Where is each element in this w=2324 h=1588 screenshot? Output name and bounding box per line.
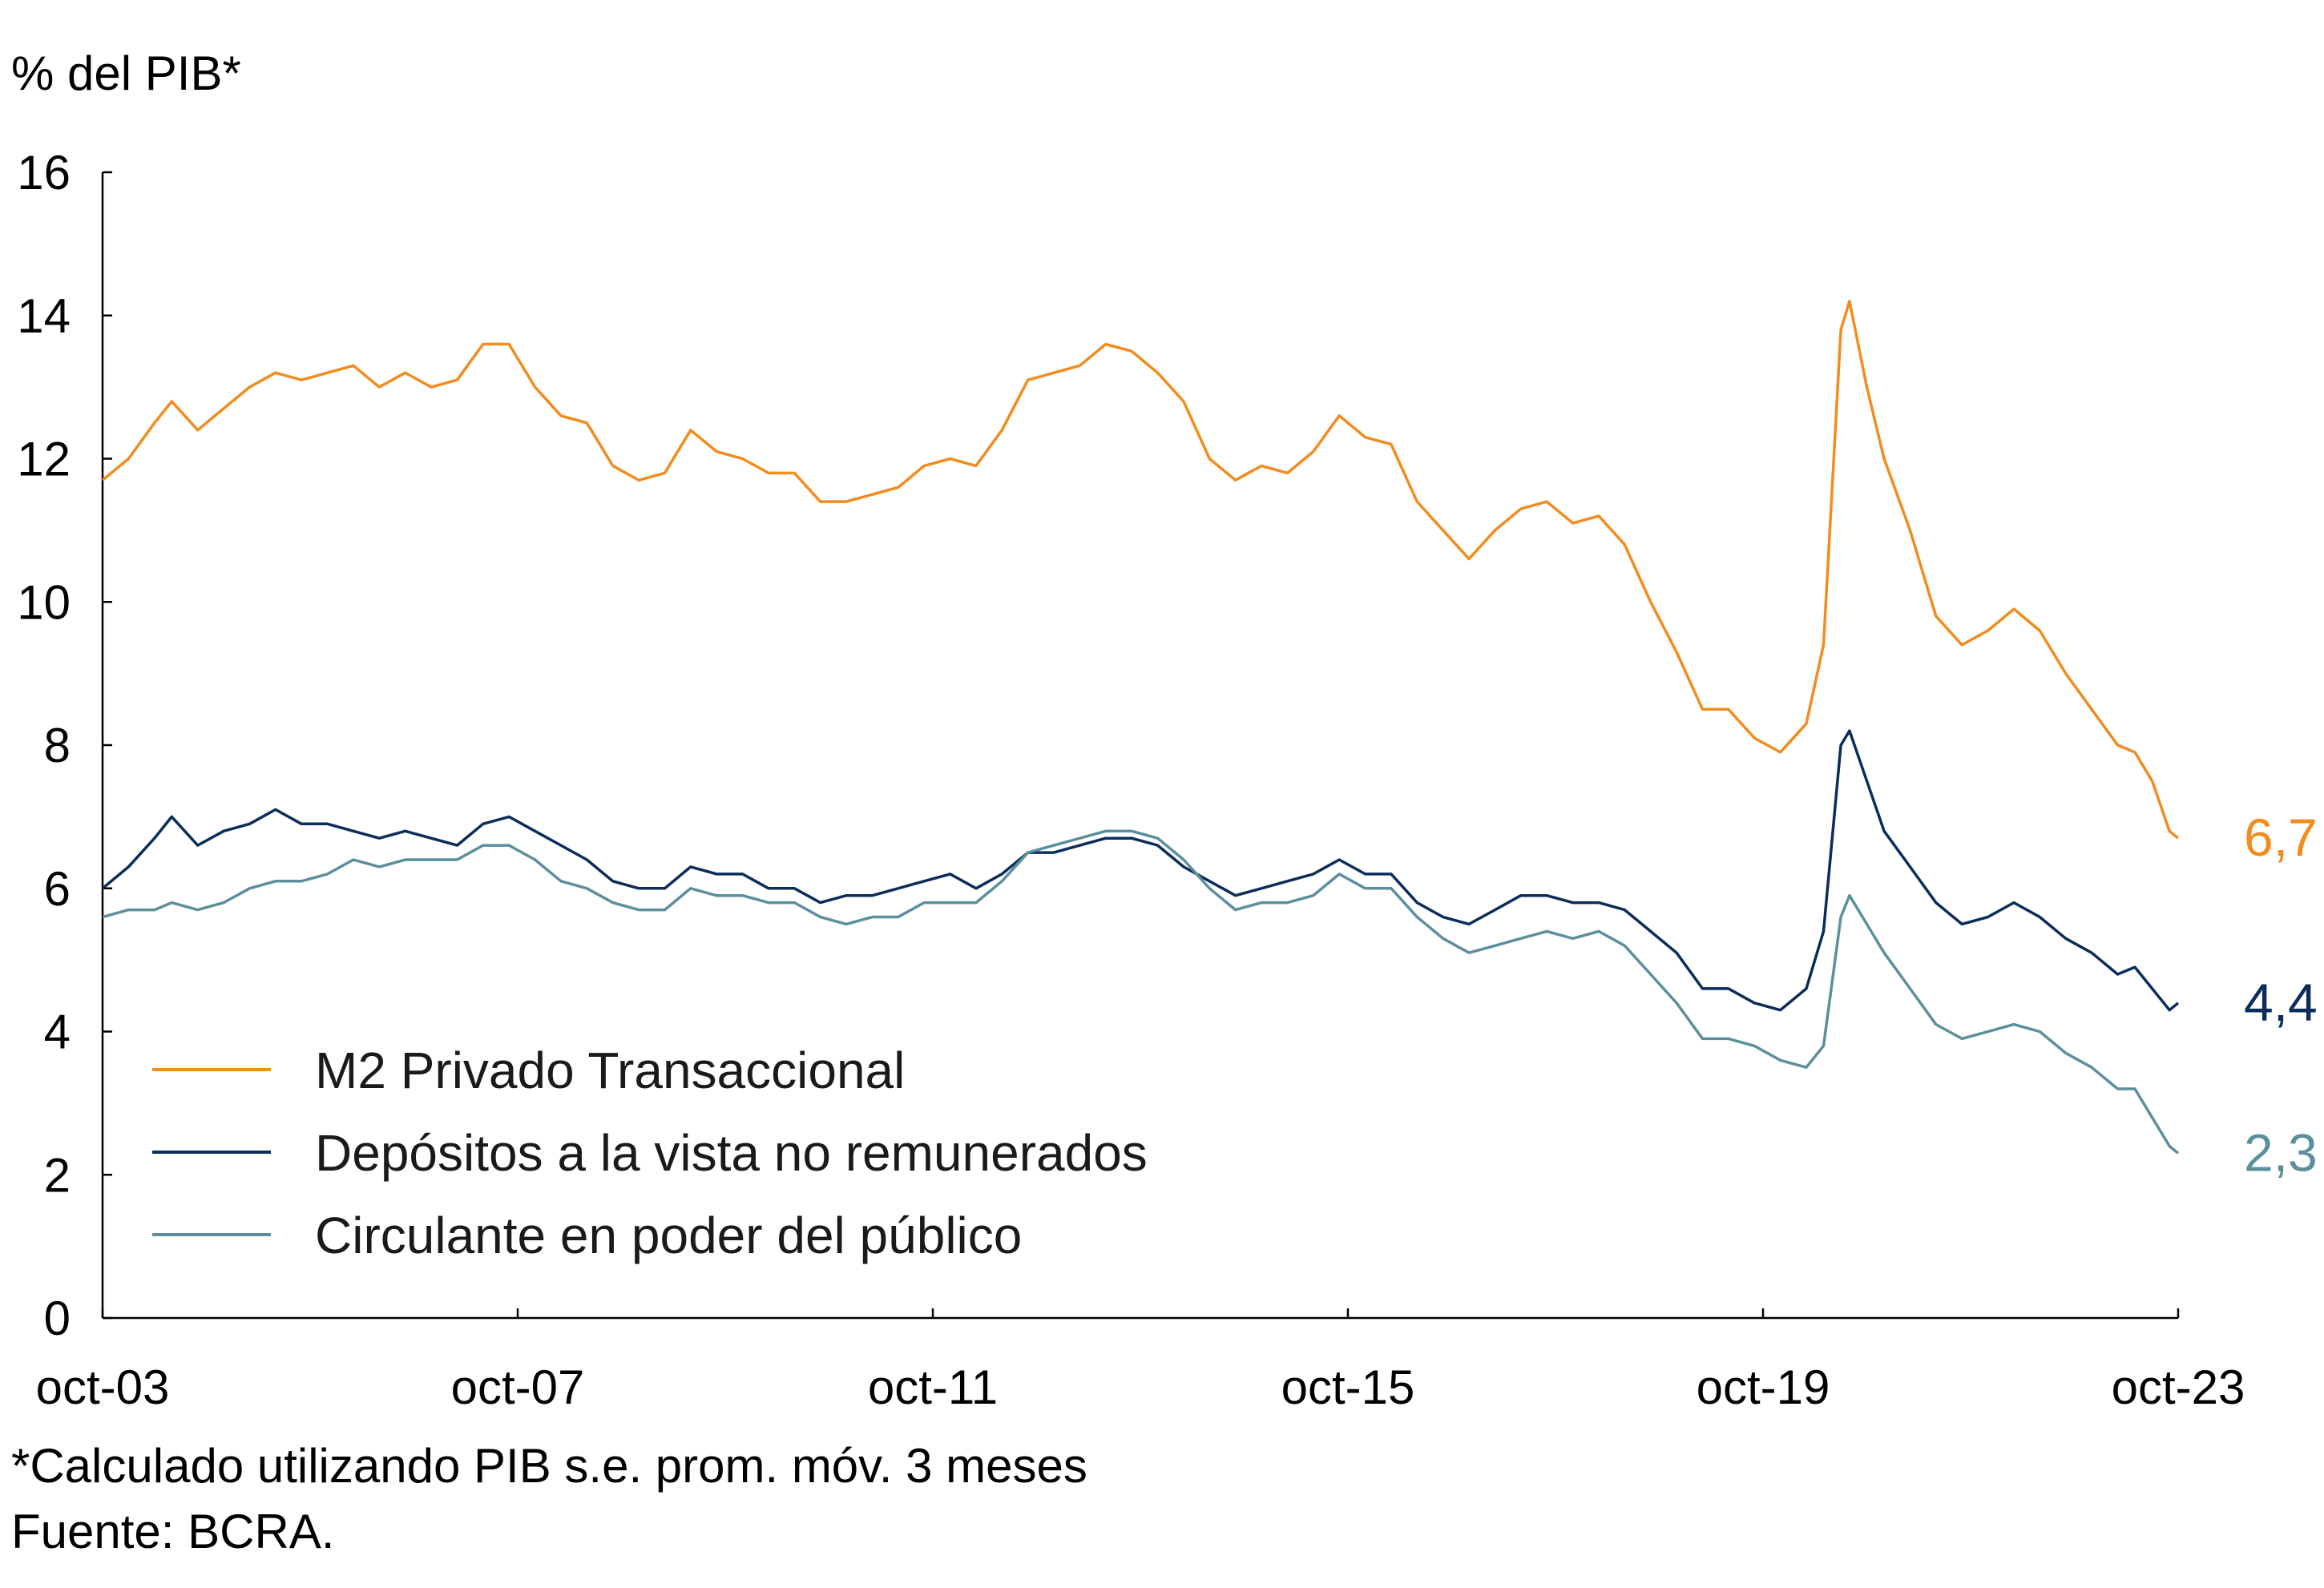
x-tick-label: oct-03	[36, 1360, 170, 1414]
series-line-1	[101, 300, 2180, 840]
end-labels: 6,7 4,4 2,3	[2244, 808, 2318, 1182]
x-tick-label: oct-23	[2112, 1360, 2245, 1414]
y-tick-label: 4	[44, 1006, 71, 1059]
series-line-3	[102, 829, 2180, 1155]
legend-label: Depósitos a la vista no remunerados	[315, 1124, 1148, 1182]
footnote-method: *Calculado utilizando PIB s.e. prom. móv…	[11, 1439, 1087, 1493]
y-tick-label: 2	[44, 1148, 71, 1202]
y-tick-label: 14	[17, 289, 71, 343]
x-tick-label: oct-19	[1697, 1360, 1830, 1414]
footnote-source: Fuente: BCRA.	[11, 1505, 335, 1558]
x-tick-label: oct-07	[451, 1360, 585, 1414]
y-axis-unit-label: % del PIB*	[11, 46, 241, 100]
legend-label: Circulante en poder del público	[315, 1207, 1022, 1264]
y-tick-label: 0	[44, 1292, 71, 1345]
end-value-label-1: 6,7	[2244, 808, 2318, 867]
y-tick-label: 8	[44, 719, 71, 772]
series-lines	[101, 300, 2180, 1155]
y-tick-label: 16	[17, 146, 71, 200]
y-tick-label: 10	[17, 575, 71, 629]
y-tick-label: 12	[17, 433, 71, 486]
x-tick-label: oct-11	[868, 1360, 998, 1414]
axes: 0 2 4 6 8 10 12 14 16 oct-03 oct-07 oct-11 oct-15 oct…	[17, 146, 2245, 1414]
end-value-label-2: 4,4	[2244, 973, 2318, 1032]
legend: M2 Privado Transaccional Depósitos a la v…	[152, 1042, 1148, 1264]
x-tick-label: oct-15	[1281, 1360, 1415, 1414]
end-value-label-3: 2,3	[2244, 1122, 2318, 1182]
y-tick-label: 6	[44, 862, 71, 916]
legend-label: M2 Privado Transaccional	[315, 1042, 905, 1099]
series-line-2	[101, 729, 2180, 1012]
